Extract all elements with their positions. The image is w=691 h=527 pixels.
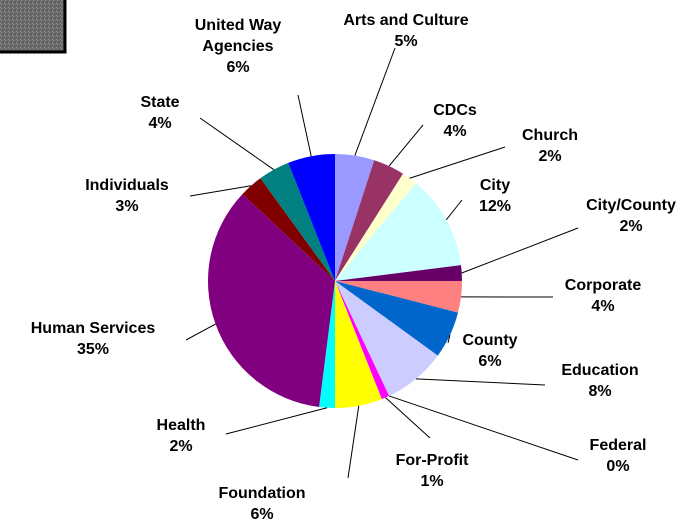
slice-label: County 6% bbox=[462, 330, 517, 372]
leader-line bbox=[297, 94, 312, 157]
value-label: 2% bbox=[538, 148, 562, 165]
category-name: City/County bbox=[586, 197, 676, 214]
leader-line bbox=[385, 397, 431, 439]
category-name: City bbox=[479, 177, 511, 194]
pie-slice bbox=[335, 281, 438, 396]
slice-label: Education 8% bbox=[561, 360, 638, 402]
leader-line bbox=[199, 117, 275, 171]
value-label: 2% bbox=[169, 438, 193, 455]
category-name: For-Profit bbox=[395, 452, 469, 469]
leader-line bbox=[445, 199, 463, 221]
category-name: Federal bbox=[589, 437, 647, 454]
category-name: Corporate bbox=[564, 277, 642, 294]
value-label: 12% bbox=[478, 198, 512, 215]
leader-line bbox=[409, 146, 506, 179]
slice-label: Arts and Culture 5% bbox=[343, 10, 468, 52]
leader-line bbox=[354, 47, 396, 156]
category-name: Foundation bbox=[218, 485, 306, 502]
corner-thumbnail bbox=[0, 0, 67, 54]
value-label: 0% bbox=[606, 458, 630, 475]
category-name: Education bbox=[561, 362, 639, 379]
leader-line bbox=[388, 124, 424, 167]
pie-slice bbox=[335, 281, 459, 356]
pie-slice bbox=[207, 194, 335, 407]
pie-slice bbox=[242, 178, 335, 281]
slice-label: City 12% bbox=[479, 175, 511, 217]
category-name: CDCs bbox=[433, 102, 477, 119]
category-name: County bbox=[462, 332, 518, 349]
value-label: 6% bbox=[250, 506, 274, 523]
category-name: United Way Agencies bbox=[194, 17, 282, 55]
leader-line bbox=[388, 395, 579, 461]
value-label: 4% bbox=[148, 115, 172, 132]
slice-label: City/County 2% bbox=[586, 195, 676, 237]
leader-line bbox=[347, 405, 360, 479]
pie-slice bbox=[288, 154, 335, 281]
value-label: 8% bbox=[588, 383, 612, 400]
pie-slice bbox=[335, 154, 375, 281]
category-name: Health bbox=[156, 417, 206, 434]
value-label: 35% bbox=[76, 341, 110, 358]
slice-label: United Way Agencies 6% bbox=[178, 15, 298, 78]
value-label: 1% bbox=[420, 473, 444, 490]
category-name: Arts and Culture bbox=[343, 12, 469, 29]
value-label: 4% bbox=[591, 298, 615, 315]
slice-label: CDCs 4% bbox=[433, 100, 477, 142]
leader-line bbox=[225, 407, 328, 435]
slice-label: Federal 0% bbox=[590, 435, 647, 477]
slice-label: Individuals 3% bbox=[85, 175, 169, 217]
pie-slice bbox=[319, 281, 335, 408]
value-label: 6% bbox=[478, 353, 502, 370]
value-label: 2% bbox=[619, 218, 643, 235]
pie-slice bbox=[260, 162, 335, 281]
category-name: Church bbox=[522, 127, 578, 144]
slice-label: For-Profit 1% bbox=[396, 450, 469, 492]
pie-slice bbox=[335, 281, 462, 313]
slice-label: Health 2% bbox=[157, 415, 206, 457]
value-label: 6% bbox=[226, 59, 250, 76]
pie-slice bbox=[335, 281, 390, 400]
value-label: 4% bbox=[443, 123, 467, 140]
leader-line bbox=[189, 185, 252, 197]
leader-line bbox=[461, 227, 579, 274]
pie-slice bbox=[335, 160, 404, 281]
leader-line bbox=[185, 323, 216, 341]
category-name: State bbox=[140, 94, 180, 111]
category-name: Human Services bbox=[30, 320, 156, 337]
pie-slice bbox=[335, 281, 382, 408]
pie-slice bbox=[335, 265, 462, 281]
slice-label: Church 2% bbox=[522, 125, 578, 167]
slice-label: Corporate 4% bbox=[565, 275, 641, 317]
leader-line bbox=[447, 334, 451, 344]
pie-slice bbox=[335, 183, 461, 281]
slice-label: Human Services 35% bbox=[31, 318, 156, 360]
pie-slice bbox=[335, 173, 416, 281]
slice-label: Foundation 6% bbox=[218, 483, 305, 525]
value-label: 3% bbox=[115, 198, 139, 215]
category-name: Individuals bbox=[85, 177, 169, 194]
value-label: 5% bbox=[394, 33, 418, 50]
slice-label: State 4% bbox=[140, 92, 179, 134]
leader-line bbox=[415, 378, 546, 386]
